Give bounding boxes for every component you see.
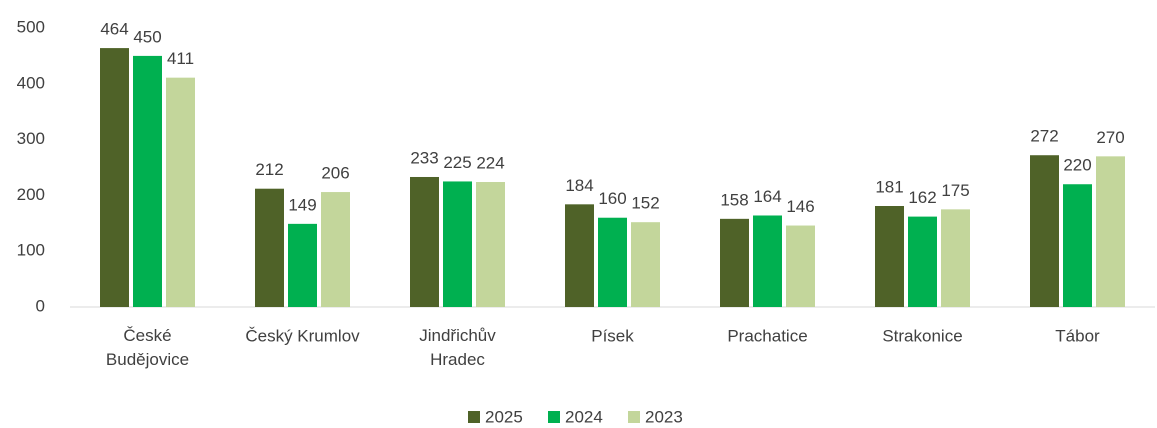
y-tick-label: 400 [17, 73, 45, 92]
bar [1063, 184, 1092, 307]
x-tick-label: České Budějovice [106, 326, 189, 369]
bar [410, 176, 439, 307]
legend-swatch [628, 411, 640, 423]
legend-label: 2024 [565, 407, 603, 426]
data-label: 160 [598, 189, 626, 208]
data-label: 270 [1096, 128, 1124, 147]
bar [786, 225, 815, 307]
data-label: 146 [786, 197, 814, 216]
legend-swatch [468, 411, 480, 423]
bar [631, 222, 660, 307]
data-label: 450 [133, 27, 161, 46]
bar [598, 217, 627, 307]
data-label: 158 [720, 190, 748, 209]
legend-label: 2025 [485, 407, 523, 426]
data-label: 164 [753, 187, 781, 206]
bar [288, 223, 317, 307]
bar [720, 218, 749, 307]
data-label: 175 [941, 181, 969, 200]
x-tick-label: Prachatice [727, 326, 807, 345]
bar [133, 55, 162, 308]
data-label: 464 [100, 20, 128, 39]
data-label: 225 [443, 153, 471, 172]
legend-swatch [548, 411, 560, 423]
data-label: 152 [631, 194, 659, 213]
data-label: 411 [167, 49, 194, 68]
data-label: 162 [908, 188, 936, 207]
x-tick-label: Strakonice [882, 326, 962, 345]
y-tick-label: 500 [17, 17, 45, 36]
bar [875, 206, 904, 307]
x-tick-label: Jindřichův Hradec [419, 326, 496, 369]
bar [255, 188, 284, 307]
bar [1030, 155, 1059, 307]
bar [1096, 156, 1125, 307]
data-label: 181 [875, 177, 903, 196]
data-label: 212 [255, 160, 283, 179]
y-tick-label: 0 [36, 296, 45, 315]
legend-label: 2023 [645, 407, 683, 426]
bar [100, 48, 129, 307]
y-tick-label: 300 [17, 129, 45, 148]
data-label: 272 [1030, 127, 1058, 146]
data-label: 224 [476, 153, 504, 172]
data-label: 206 [321, 164, 349, 183]
bar [941, 209, 970, 307]
bar [753, 215, 782, 307]
y-tick-label: 100 [17, 241, 45, 260]
data-label: 233 [410, 148, 438, 167]
bar [443, 181, 472, 307]
bar [476, 182, 505, 307]
data-label: 184 [565, 176, 593, 195]
data-label: 220 [1063, 156, 1091, 175]
bar [321, 192, 350, 307]
x-tick-label: Písek [591, 326, 634, 345]
bar [908, 216, 937, 307]
bar [565, 204, 594, 307]
x-tick-label: Český Krumlov [245, 326, 360, 345]
data-label: 149 [288, 195, 316, 214]
bar [166, 77, 195, 307]
x-tick-label: Tábor [1055, 326, 1100, 345]
y-tick-label: 200 [17, 185, 45, 204]
